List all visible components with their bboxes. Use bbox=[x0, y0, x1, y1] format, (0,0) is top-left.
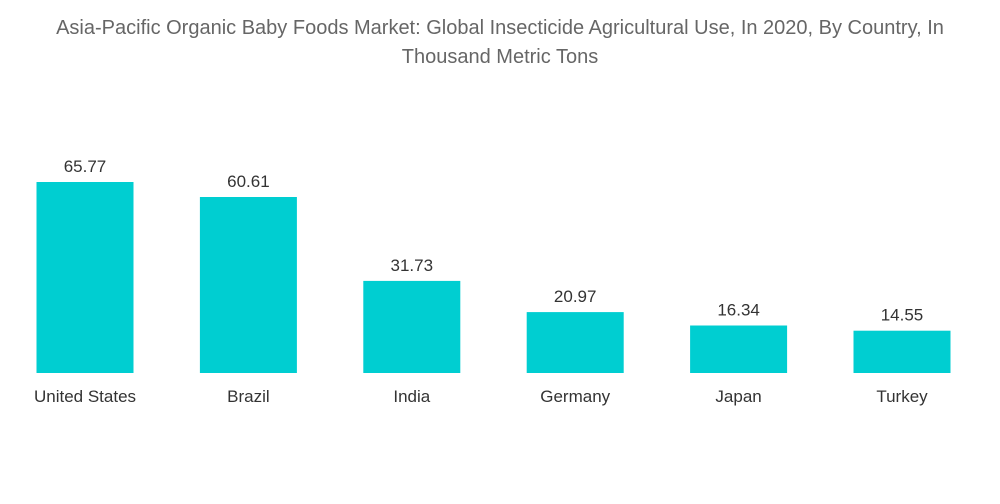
category-label: India bbox=[393, 387, 430, 406]
bar-united-states bbox=[36, 182, 134, 373]
bar-germany bbox=[526, 312, 624, 373]
category-label: Japan bbox=[715, 387, 761, 406]
category-label: Brazil bbox=[227, 387, 270, 406]
bar-value-label: 14.55 bbox=[881, 306, 924, 325]
bar-value-label: 65.77 bbox=[64, 157, 107, 176]
category-label: United States bbox=[34, 387, 136, 406]
category-label: Germany bbox=[540, 387, 610, 406]
bar-value-label: 31.73 bbox=[391, 256, 434, 275]
bar-value-label: 20.97 bbox=[554, 287, 597, 306]
chart-title: Asia-Pacific Organic Baby Foods Market: … bbox=[56, 17, 944, 68]
bar-turkey bbox=[853, 330, 951, 373]
bar-japan bbox=[690, 325, 788, 373]
bar-value-label: 16.34 bbox=[717, 301, 760, 320]
bar-value-label: 60.61 bbox=[227, 172, 270, 191]
bar-brazil bbox=[199, 197, 297, 373]
bar-india bbox=[363, 280, 461, 373]
category-label: Turkey bbox=[876, 387, 928, 406]
